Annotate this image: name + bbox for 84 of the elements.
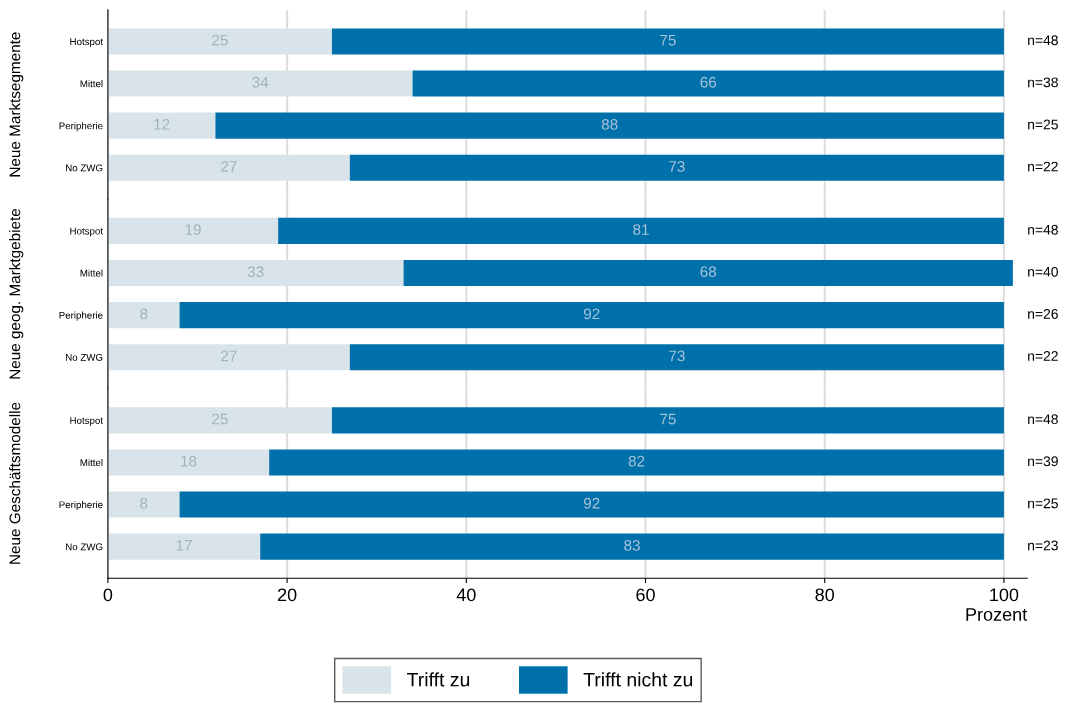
data-label: 12 [154, 118, 170, 130]
text: n=23 [1028, 540, 1058, 551]
text: n=22 [1028, 161, 1058, 172]
x-tick-label: 80 [815, 588, 835, 602]
y-tick-label: Mittel [80, 458, 103, 467]
y-tick-label: Hotspot [70, 227, 103, 237]
data-label: 75 [660, 34, 676, 46]
data-label: 92 [583, 308, 600, 320]
bar [107, 112, 216, 139]
data-label: 19 [185, 224, 201, 235]
data-label: 34 [252, 76, 269, 88]
data-label: 27 [221, 350, 237, 362]
x-tick-label: 100 [990, 588, 1019, 602]
text: n=38 [1028, 77, 1058, 88]
data-label: 81 [633, 224, 649, 235]
data-label: 66 [700, 76, 717, 88]
x-axis-title: Prozent [966, 608, 1028, 621]
bar [179, 491, 1004, 518]
data-label: 88 [601, 118, 618, 130]
y-tick-label: Hotspot [70, 417, 103, 426]
y-axis-title: Neue Geschäftsmodelle [9, 402, 21, 564]
y-tick-label: No ZWG [66, 543, 103, 551]
bar [260, 533, 1004, 560]
text: n=25 [1028, 119, 1058, 130]
y-tick-label: No ZWG [66, 164, 103, 172]
bar [107, 344, 350, 371]
data-label: 8 [140, 497, 148, 509]
text: n=40 [1028, 266, 1058, 277]
y-axis-title: Neue Marktsegmente [9, 32, 24, 177]
text: n=48 [1028, 224, 1058, 235]
y-tick-label: Hotspot [70, 38, 103, 47]
data-label: 27 [221, 161, 237, 172]
text: n=25 [1028, 498, 1058, 509]
y-tick-label: Peripherie [59, 501, 103, 511]
x-tick-label: 0 [103, 588, 113, 602]
data-label: 25 [212, 413, 228, 425]
bar [107, 302, 180, 329]
bar [331, 28, 1004, 55]
data-label: 92 [583, 497, 600, 509]
data-label: 17 [176, 540, 192, 551]
y-tick-label: Mittel [80, 269, 103, 277]
text: n=22 [1028, 351, 1058, 361]
text: n=39 [1028, 456, 1058, 467]
data-label: 68 [700, 266, 717, 278]
x-tick-label: 20 [277, 588, 297, 602]
text: n=48 [1028, 35, 1058, 46]
x-tick-label: 60 [636, 588, 655, 602]
data-label: 25 [212, 34, 228, 46]
y-tick-label: Peripherie [59, 122, 103, 132]
bar [278, 217, 1004, 244]
bar [179, 302, 1004, 329]
data-label: 82 [628, 455, 645, 467]
data-label: 75 [660, 413, 676, 425]
text: n=26 [1028, 308, 1058, 319]
x-tick-label: 40 [456, 588, 476, 602]
bar [349, 344, 1004, 371]
y-tick-label: Mittel [80, 80, 103, 88]
data-label: 8 [140, 308, 148, 320]
y-axis-title: Neue geog. Marktgebiete [9, 208, 24, 379]
data-label: 73 [669, 161, 685, 172]
data-label: 18 [181, 455, 197, 467]
data-label: 33 [247, 266, 264, 278]
bar [107, 533, 261, 560]
bar [269, 449, 1004, 476]
bar [107, 217, 279, 244]
bar [107, 70, 413, 97]
bar [412, 70, 1004, 97]
text: n=48 [1028, 414, 1058, 425]
legend-label: Trifft zu [407, 672, 470, 687]
bar [107, 28, 332, 55]
bar [349, 154, 1004, 181]
bar [403, 259, 1013, 287]
y-tick-label: No ZWG [66, 353, 103, 361]
bar [107, 407, 332, 434]
legend-label: Trifft nicht zu [583, 672, 693, 687]
bar [107, 259, 404, 287]
bar [331, 407, 1004, 434]
bar [107, 449, 270, 476]
y-tick-label: Peripherie [59, 311, 103, 321]
data-label: 83 [624, 539, 640, 551]
data-label: 73 [669, 350, 685, 362]
bar [107, 491, 180, 518]
bar [107, 154, 350, 181]
bar [215, 112, 1004, 139]
